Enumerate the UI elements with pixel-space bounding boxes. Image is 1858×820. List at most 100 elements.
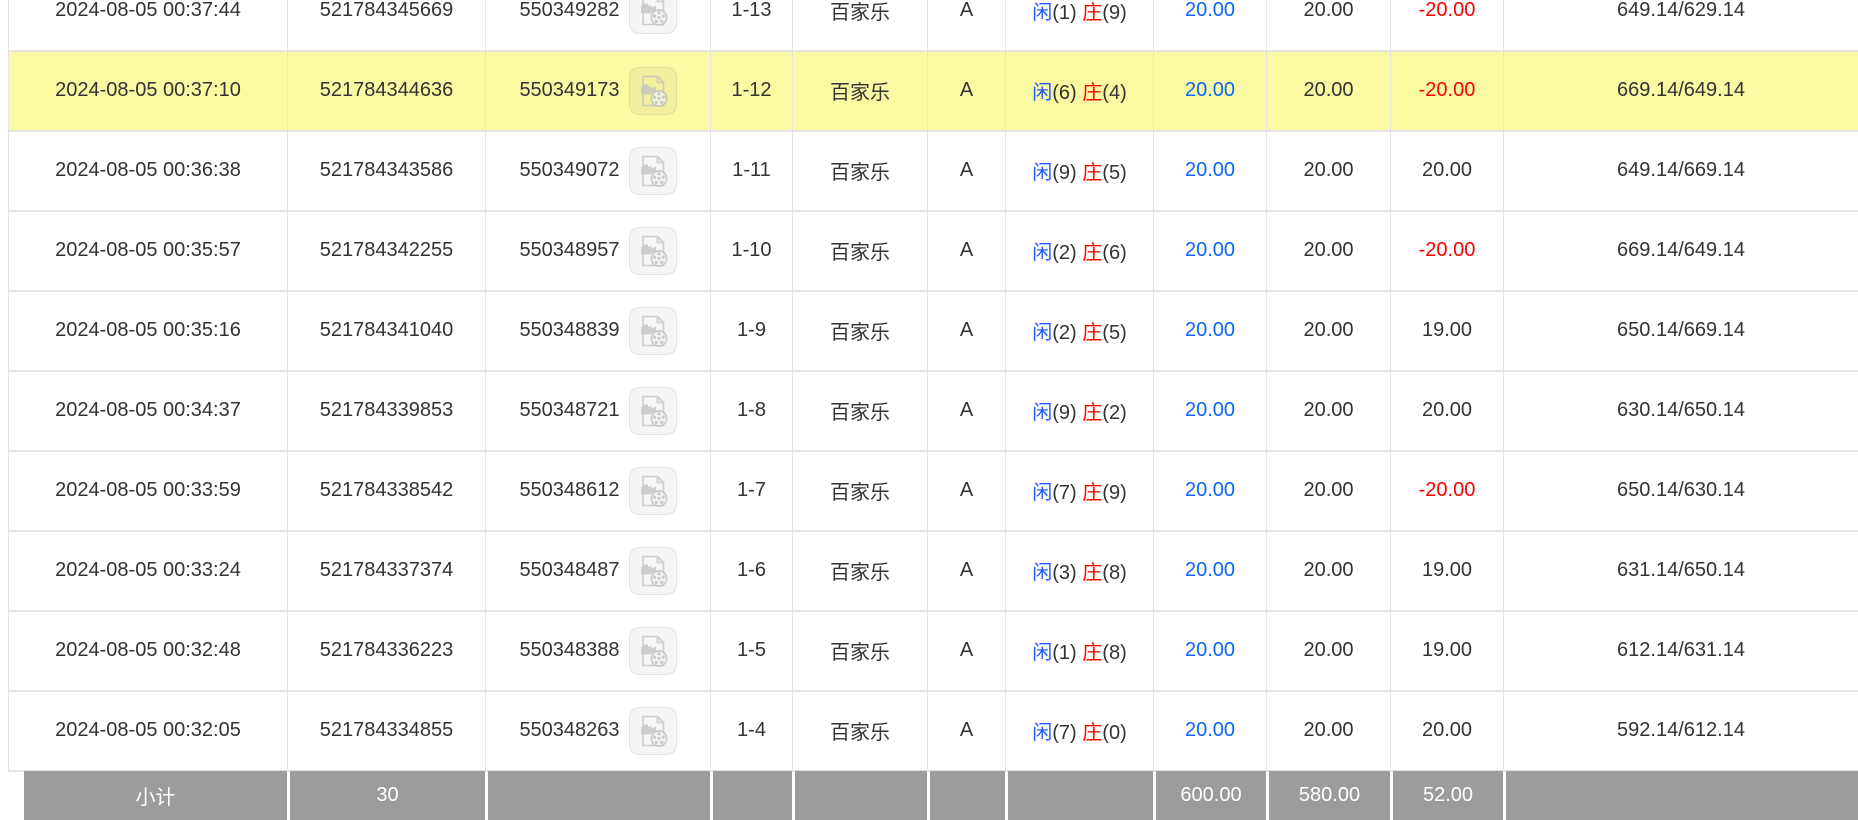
valid-bet-cell: 20.00 xyxy=(1266,690,1391,772)
win-loss-cell: 19.00 xyxy=(1390,610,1504,692)
video-replay-button[interactable] xyxy=(628,626,677,675)
game-type-cell: 百家乐 xyxy=(792,290,928,372)
video-replay-button[interactable] xyxy=(628,226,677,275)
banker-result-label: 庄 xyxy=(1082,1,1103,24)
round-cell: 1-10 xyxy=(710,210,793,292)
bet-cell: 20.00 xyxy=(1153,530,1267,612)
table-row[interactable]: 2024-08-05 00:34:37 521784339853 550348721… xyxy=(8,370,1858,452)
video-replay-button[interactable] xyxy=(628,706,677,755)
player-result-label: 闲 xyxy=(1032,162,1053,184)
video-replay-button[interactable] xyxy=(628,306,677,355)
bet-amount-link[interactable]: 20.00 xyxy=(1184,719,1236,741)
banker-result-label: 庄 xyxy=(1082,322,1103,344)
banker-result-label: 庄 xyxy=(1082,82,1103,104)
subtotal-label-cell: 小计 xyxy=(24,771,287,820)
game-no-inner: 550348957 xyxy=(487,226,710,275)
bet-amount-link[interactable]: 20.00 xyxy=(1184,159,1236,181)
game-no-inner: 550348487 xyxy=(487,546,710,595)
table-row[interactable]: 2024-08-05 00:32:48 521784336223 550348388… xyxy=(8,610,1858,692)
game-no-inner: 550348612 xyxy=(487,466,710,515)
valid-bet-cell: 20.00 xyxy=(1266,450,1391,532)
video-file-icon xyxy=(629,307,677,355)
subtotal-row: 小计 30 600.00 580.00 52.00 xyxy=(24,771,1858,820)
bet-amount-link[interactable]: 20.00 xyxy=(1184,239,1236,261)
video-file-icon xyxy=(629,67,677,115)
time-cell: 2024-08-05 00:32:05 xyxy=(8,690,288,772)
table-row[interactable]: 2024-08-05 00:37:10 521784344636 550349173… xyxy=(8,50,1858,132)
valid-bet-cell: 20.00 xyxy=(1266,210,1391,292)
video-file-icon xyxy=(629,467,677,515)
banker-points: (0) xyxy=(1102,722,1127,744)
win-loss-cell: -20.00 xyxy=(1390,210,1504,292)
table-code-cell: A xyxy=(927,290,1006,372)
game-type-cell: 百家乐 xyxy=(792,210,928,292)
result-cell: 闲(7) 庄(9) xyxy=(1005,450,1154,532)
subtotal-spacer-table-code xyxy=(930,771,1005,820)
table-row[interactable]: 2024-08-05 00:33:59 521784338542 550348612… xyxy=(8,450,1858,532)
game-type-cell: 百家乐 xyxy=(792,0,928,52)
bet-amount-link[interactable]: 20.00 xyxy=(1184,479,1236,501)
balance-cell: 649.14/629.14 xyxy=(1503,0,1858,52)
table-code-cell: A xyxy=(927,370,1006,452)
round-cell: 1-11 xyxy=(710,130,793,212)
time-cell: 2024-08-05 00:35:16 xyxy=(8,290,288,372)
video-replay-button[interactable] xyxy=(628,386,677,435)
serial-cell: 521784336223 xyxy=(287,610,486,692)
valid-bet-cell: 20.00 xyxy=(1266,370,1391,452)
banker-result-label: 庄 xyxy=(1082,482,1103,504)
serial-cell: 521784341040 xyxy=(287,290,486,372)
round-cell: 1-13 xyxy=(710,0,793,52)
video-file-icon xyxy=(629,387,677,435)
player-points: (1) xyxy=(1052,642,1077,664)
bet-amount-link[interactable]: 20.00 xyxy=(1184,319,1236,341)
video-replay-button[interactable] xyxy=(628,546,677,595)
win-loss-cell: 19.00 xyxy=(1390,530,1504,612)
game-no-text: 550348487 xyxy=(519,559,620,581)
table-row[interactable]: 2024-08-05 00:32:05 521784334855 550348263… xyxy=(8,690,1858,772)
table-code-cell: A xyxy=(927,210,1006,292)
bet-amount-link[interactable]: 20.00 xyxy=(1184,639,1236,661)
banker-points: (2) xyxy=(1102,402,1127,424)
valid-bet-cell: 20.00 xyxy=(1266,50,1391,132)
time-cell: 2024-08-05 00:37:10 xyxy=(8,50,288,132)
game-type-cell: 百家乐 xyxy=(792,50,928,132)
bet-cell: 20.00 xyxy=(1153,450,1267,532)
win-loss-cell: 19.00 xyxy=(1390,290,1504,372)
table-row[interactable]: 2024-08-05 00:35:57 521784342255 550348957… xyxy=(8,210,1858,292)
game-no-cell: 550349072 xyxy=(485,130,711,212)
player-points: (3) xyxy=(1052,562,1077,584)
time-cell: 2024-08-05 00:37:44 xyxy=(8,0,288,52)
bet-amount-link[interactable]: 20.00 xyxy=(1184,559,1236,581)
game-no-text: 550349173 xyxy=(519,79,620,101)
balance-cell: 650.14/669.14 xyxy=(1503,290,1858,372)
table-row[interactable]: 2024-08-05 00:36:38 521784343586 550349072… xyxy=(8,130,1858,212)
table-row[interactable]: 2024-08-05 00:37:44 521784345669 550349282… xyxy=(8,0,1858,52)
video-file-icon xyxy=(629,227,677,275)
banker-points: (8) xyxy=(1102,642,1127,664)
table-code-cell: A xyxy=(927,0,1006,52)
video-replay-button[interactable] xyxy=(628,0,677,35)
round-cell: 1-8 xyxy=(710,370,793,452)
balance-cell: 630.14/650.14 xyxy=(1503,370,1858,452)
video-replay-button[interactable] xyxy=(628,66,677,115)
video-replay-button[interactable] xyxy=(628,146,677,195)
result-cell: 闲(9) 庄(2) xyxy=(1005,370,1154,452)
bet-amount-link[interactable]: 20.00 xyxy=(1184,0,1236,21)
banker-result-label: 庄 xyxy=(1082,562,1103,584)
game-no-cell: 550349173 xyxy=(485,50,711,132)
video-replay-button[interactable] xyxy=(628,466,677,515)
bet-amount-link[interactable]: 20.00 xyxy=(1184,399,1236,421)
bet-amount-link[interactable]: 20.00 xyxy=(1184,79,1236,101)
win-loss-cell: 20.00 xyxy=(1390,130,1504,212)
serial-cell: 521784334855 xyxy=(287,690,486,772)
table-row[interactable]: 2024-08-05 00:33:24 521784337374 550348487… xyxy=(8,530,1858,612)
game-no-text: 550348957 xyxy=(519,239,620,261)
result-cell: 闲(2) 庄(5) xyxy=(1005,290,1154,372)
table-row[interactable]: 2024-08-05 00:35:16 521784341040 550348839… xyxy=(8,290,1858,372)
game-type-cell: 百家乐 xyxy=(792,450,928,532)
subtotal-spacer-result xyxy=(1008,771,1153,820)
serial-cell: 521784337374 xyxy=(287,530,486,612)
player-points: (7) xyxy=(1052,722,1077,744)
time-cell: 2024-08-05 00:36:38 xyxy=(8,130,288,212)
table-code-cell: A xyxy=(927,530,1006,612)
